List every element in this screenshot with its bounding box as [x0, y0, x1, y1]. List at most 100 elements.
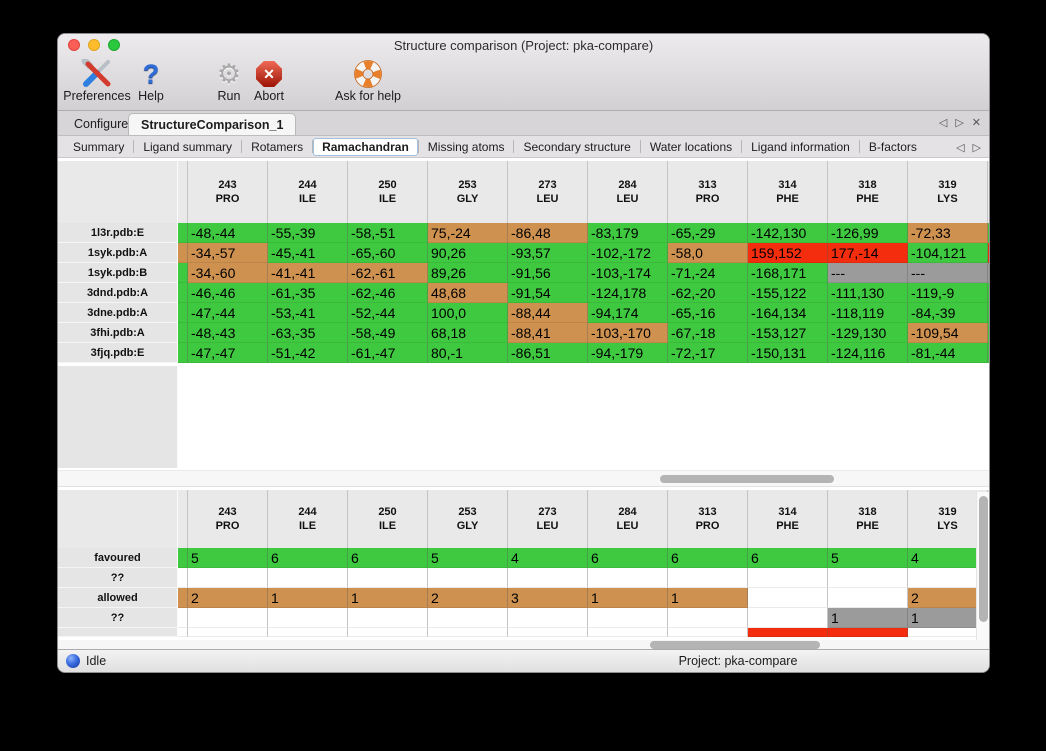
- row-label[interactable]: 3fjq.pdb:E: [58, 343, 178, 363]
- table-cell[interactable]: -65,-60: [348, 243, 428, 263]
- tab-configure[interactable]: Configure: [74, 117, 129, 131]
- table-cell[interactable]: -155,122: [748, 283, 828, 303]
- minimize-window-button[interactable]: [88, 39, 100, 51]
- vertical-scrollbar-summary-table[interactable]: [976, 492, 989, 640]
- row-label[interactable]: 1syk.pdb:A: [58, 243, 178, 263]
- subtab-ligand-information[interactable]: Ligand information: [751, 139, 850, 154]
- table-cell[interactable]: -41,-41: [268, 263, 348, 283]
- table-cell[interactable]: -34,-57: [188, 243, 268, 263]
- table-cell[interactable]: -62,-46: [348, 283, 428, 303]
- table-cell[interactable]: -47,-44: [188, 303, 268, 323]
- scrollbar-thumb[interactable]: [650, 641, 820, 649]
- table-cell[interactable]: -61,-35: [268, 283, 348, 303]
- horizontal-scrollbar-summary-table[interactable]: [58, 640, 989, 651]
- table-cell[interactable]: -65,-29: [668, 223, 748, 243]
- tab-scroll-right-button[interactable]: ▷: [955, 117, 964, 129]
- row-label[interactable]: 1syk.pdb:B: [58, 263, 178, 283]
- table-cell[interactable]: -129,130: [828, 323, 908, 343]
- table-cell[interactable]: ---: [908, 263, 988, 283]
- table-cell[interactable]: -67,-18: [668, 323, 748, 343]
- table-cell[interactable]: -81,-44: [908, 343, 988, 363]
- table-cell[interactable]: 48,68: [428, 283, 508, 303]
- table-cell[interactable]: -58,0: [668, 243, 748, 263]
- table-cell[interactable]: 90,26: [428, 243, 508, 263]
- table-cell[interactable]: 80,-1: [428, 343, 508, 363]
- table-cell[interactable]: -51,-42: [268, 343, 348, 363]
- tab-close-button[interactable]: ✕: [971, 117, 981, 129]
- row-label[interactable]: 1l3r.pdb:E: [58, 223, 178, 243]
- tab-scroll-left-button[interactable]: ◁: [938, 117, 948, 129]
- table-cell[interactable]: 159,152: [748, 243, 828, 263]
- table-cell[interactable]: -164,134: [748, 303, 828, 323]
- table-cell[interactable]: -88,41: [508, 323, 588, 343]
- table-cell[interactable]: -45,-41: [268, 243, 348, 263]
- table-cell[interactable]: -118,119: [828, 303, 908, 323]
- table-cell[interactable]: -168,171: [748, 263, 828, 283]
- table-cell[interactable]: 75,-24: [428, 223, 508, 243]
- subtab-missing-atoms[interactable]: Missing atoms: [427, 139, 505, 154]
- scrollbar-thumb[interactable]: [979, 496, 988, 622]
- table-cell[interactable]: -83,179: [588, 223, 668, 243]
- table-cell[interactable]: -46,-46: [188, 283, 268, 303]
- subtab-scroll-left-button[interactable]: ◁: [956, 141, 965, 154]
- table-cell[interactable]: -142,130: [748, 223, 828, 243]
- subtab-rotamers[interactable]: Rotamers: [251, 139, 304, 154]
- table-cell[interactable]: -124,178: [588, 283, 668, 303]
- table-cell[interactable]: -58,-49: [348, 323, 428, 343]
- table-cell[interactable]: -94,-179: [588, 343, 668, 363]
- table-cell[interactable]: ---: [828, 263, 908, 283]
- table-cell[interactable]: -47,-47: [188, 343, 268, 363]
- tab-structurecomparison-1[interactable]: StructureComparison_1: [128, 113, 297, 135]
- table-cell[interactable]: -94,174: [588, 303, 668, 323]
- table-cell[interactable]: -48,-43: [188, 323, 268, 343]
- ask-for-help-button[interactable]: Ask for help: [330, 58, 406, 103]
- table-cell[interactable]: -111,130: [828, 283, 908, 303]
- table-cell[interactable]: -84,-39: [908, 303, 988, 323]
- preferences-button[interactable]: Preferences: [58, 58, 136, 103]
- table-cell[interactable]: -48,-44: [188, 223, 268, 243]
- row-label[interactable]: 3dne.pdb:A: [58, 303, 178, 323]
- table-cell[interactable]: -153,127: [748, 323, 828, 343]
- subtab-scroll-right-button[interactable]: ▷: [972, 141, 981, 154]
- table-cell[interactable]: -86,48: [508, 223, 588, 243]
- table-cell[interactable]: -126,99: [828, 223, 908, 243]
- table-cell[interactable]: -93,57: [508, 243, 588, 263]
- row-label[interactable]: 3fhi.pdb:A: [58, 323, 178, 343]
- table-cell[interactable]: -71,-24: [668, 263, 748, 283]
- scrollbar-thumb[interactable]: [660, 475, 834, 483]
- table-cell[interactable]: -62,-61: [348, 263, 428, 283]
- table-cell[interactable]: 89,26: [428, 263, 508, 283]
- close-window-button[interactable]: [68, 39, 80, 51]
- horizontal-scrollbar-top-table[interactable]: [58, 470, 989, 487]
- table-cell[interactable]: -103,-170: [588, 323, 668, 343]
- table-cell[interactable]: -65,-16: [668, 303, 748, 323]
- subtab-b-factors[interactable]: B-factors: [868, 139, 917, 154]
- subtab-water-locations[interactable]: Water locations: [649, 139, 733, 154]
- table-cell[interactable]: -72,-17: [668, 343, 748, 363]
- table-cell[interactable]: -109,54: [908, 323, 988, 343]
- table-cell[interactable]: 100,0: [428, 303, 508, 323]
- table-cell[interactable]: -53,-41: [268, 303, 348, 323]
- table-cell[interactable]: -88,44: [508, 303, 588, 323]
- table-cell[interactable]: -103,-174: [588, 263, 668, 283]
- table-cell[interactable]: -91,54: [508, 283, 588, 303]
- subtab-ramachandran[interactable]: Ramachandran: [313, 137, 418, 156]
- titlebar[interactable]: Structure comparison (Project: pka-compa…: [58, 34, 989, 56]
- table-cell[interactable]: -61,-47: [348, 343, 428, 363]
- help-button[interactable]: ? Help: [129, 58, 173, 103]
- row-label[interactable]: 3dnd.pdb:A: [58, 283, 178, 303]
- run-button[interactable]: ⚙ Run: [204, 58, 254, 103]
- table-cell[interactable]: 177,-14: [828, 243, 908, 263]
- subtab-summary[interactable]: Summary: [73, 139, 125, 154]
- subtab-ligand-summary[interactable]: Ligand summary: [143, 139, 233, 154]
- table-cell[interactable]: -58,-51: [348, 223, 428, 243]
- subtab-secondary-structure[interactable]: Secondary structure: [523, 139, 631, 154]
- table-cell[interactable]: -91,56: [508, 263, 588, 283]
- table-cell[interactable]: -63,-35: [268, 323, 348, 343]
- table-cell[interactable]: -34,-60: [188, 263, 268, 283]
- abort-button[interactable]: ✕ Abort: [244, 58, 294, 103]
- table-cell[interactable]: -104,121: [908, 243, 988, 263]
- table-cell[interactable]: -55,-39: [268, 223, 348, 243]
- table-cell[interactable]: -52,-44: [348, 303, 428, 323]
- table-cell[interactable]: -102,-172: [588, 243, 668, 263]
